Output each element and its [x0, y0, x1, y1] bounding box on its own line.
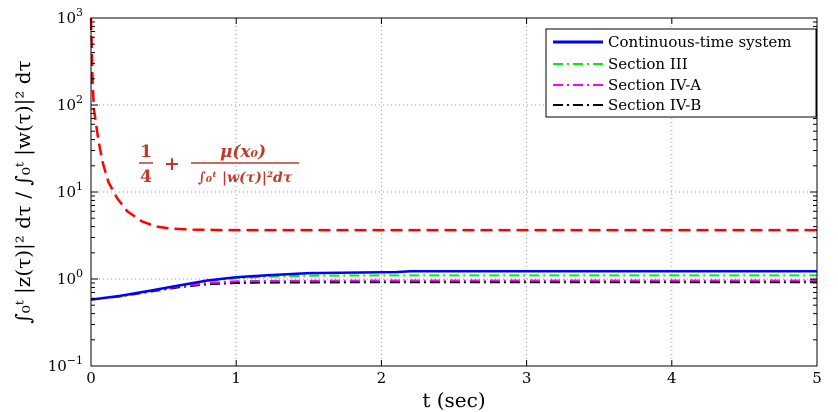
x-tick-label: 0 — [86, 369, 96, 387]
y-tick-label: 100 — [57, 267, 83, 288]
annotation-frac1-den: 4 — [140, 167, 152, 187]
y-tick-label: 103 — [57, 6, 83, 27]
x-tick-label: 2 — [377, 369, 387, 387]
series-group — [89, 17, 817, 301]
x-axis-title: t (sec) — [422, 388, 485, 412]
series-line-0 — [90, 269, 817, 301]
legend-box — [545, 28, 817, 118]
annotation-plus: + — [164, 153, 180, 175]
y-tick-label: 101 — [57, 180, 83, 201]
x-tick-label: 4 — [667, 369, 677, 387]
legend: Continuous-time system Section III Secti… — [545, 28, 817, 118]
x-tick-label: 5 — [812, 369, 822, 387]
series-line-bound — [89, 17, 817, 232]
annotation-formula: 1 4 + μ(x₀) ∫₀ᵗ |w(τ)|²dτ — [139, 142, 299, 187]
annotation-frac2-num: μ(x₀) — [220, 142, 266, 162]
legend-label-section-ivb: Section IV-B — [608, 96, 701, 114]
annotation-frac2-den: ∫₀ᵗ |w(τ)|²dτ — [198, 170, 293, 186]
legend-label-section-iii: Section III — [608, 55, 688, 73]
annotation-frac1-num: 1 — [140, 142, 152, 162]
legend-label-section-iva: Section IV-A — [608, 76, 701, 94]
x-tick-label: 1 — [231, 369, 241, 387]
y-tick-label: 10−1 — [48, 354, 83, 375]
axis-ticks: 0 1 2 3 4 5 10−1 100 101 102 103 — [48, 6, 822, 387]
y-tick-label: 102 — [57, 93, 83, 114]
x-tick-label: 3 — [522, 369, 532, 387]
series-line-2 — [90, 279, 817, 301]
y-axis-title: ∫₀ᵗ |z(τ)|² dτ / ∫₀ᵗ |w(τ)|² dτ — [11, 60, 36, 323]
legend-label-continuous: Continuous-time system — [608, 33, 791, 51]
